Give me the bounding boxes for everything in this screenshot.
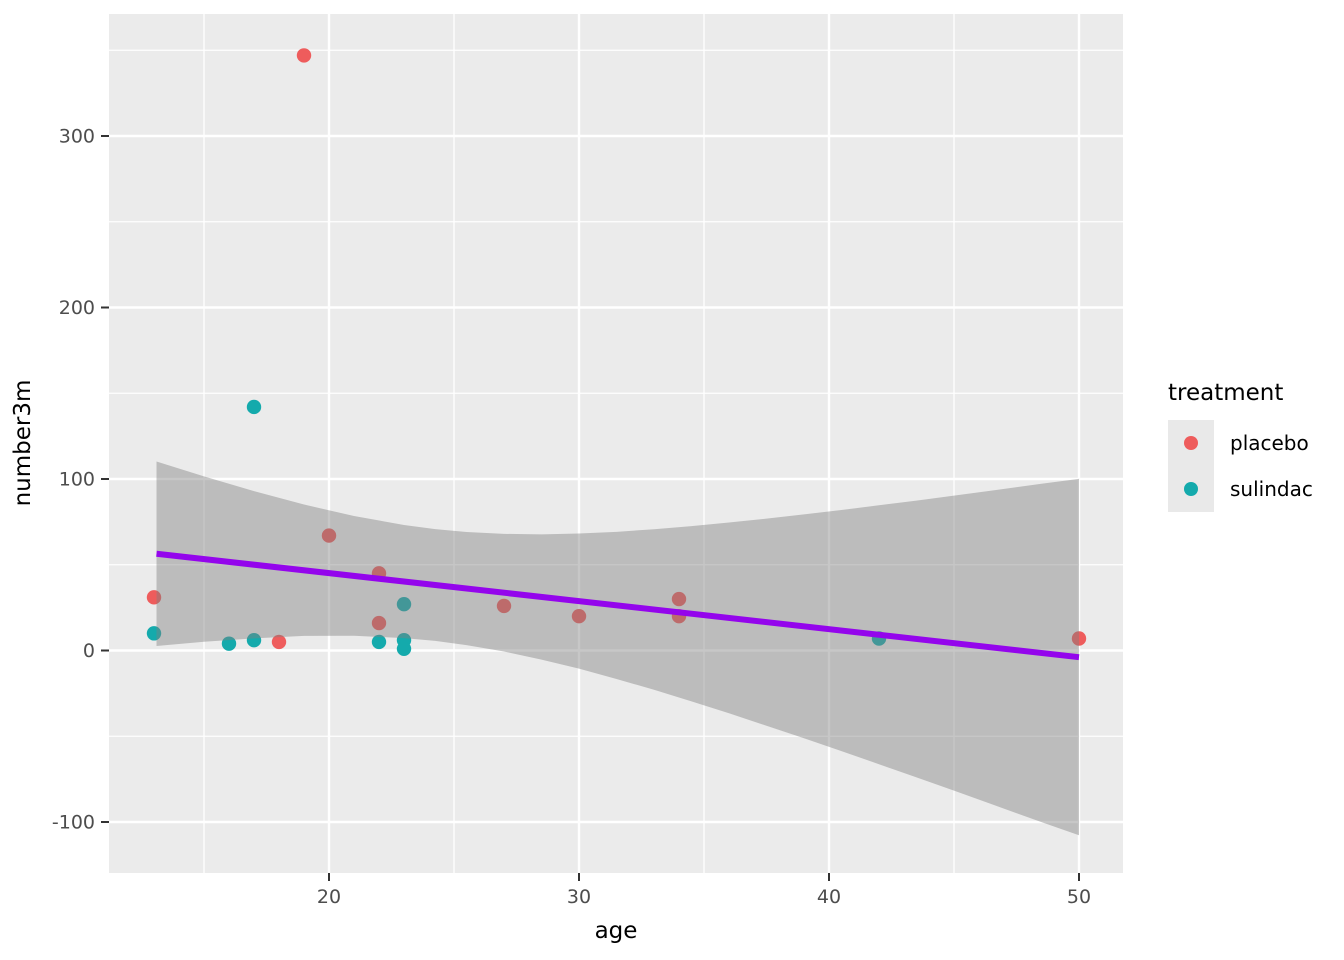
placebo-dot-icon [1184,436,1198,450]
legend-title: treatment [1168,380,1284,406]
data-point-placebo [571,609,587,624]
x-tick-label: 40 [817,886,841,908]
legend-key-box [1168,466,1214,512]
data-point-sulindac [371,634,387,650]
confidence-band [156,461,1079,836]
legend-label-sulindac: sulindac [1230,477,1313,501]
data-point-sulindac [396,641,412,656]
y-tick-label: 0 [83,640,95,662]
legend-label-placebo: placebo [1230,431,1309,455]
legend-keys: placebo sulindac [1168,420,1313,512]
x-tick-label: 20 [317,886,341,908]
data-point-placebo [371,615,387,631]
y-tick-label: -100 [52,812,95,834]
regression-line [156,550,1080,661]
x-tick-label: 50 [1067,886,1091,908]
data-point-placebo [146,590,162,605]
legend: treatment placebo sulindac [1168,381,1313,512]
x-axis-title: age [594,918,638,944]
x-tick-label: 30 [567,886,591,908]
data-point-placebo [321,528,337,543]
y-tick-label: 200 [59,297,95,319]
data-point-placebo [1071,631,1087,646]
data-point-sulindac [246,633,262,648]
y-tick-label: 300 [59,126,95,148]
data-point-sulindac [146,626,162,641]
data-point-sulindac [246,399,262,415]
data-point-placebo [271,634,287,650]
data-point-placebo [496,598,512,614]
y-axis-title: number3m [10,379,36,507]
data-point-placebo [671,591,687,607]
legend-item-placebo: placebo [1168,420,1313,466]
sulindac-dot-icon [1184,482,1198,496]
legend-key-box [1168,420,1214,466]
data-point-placebo [296,48,312,63]
legend-item-sulindac: sulindac [1168,466,1313,512]
y-tick-label: 100 [59,469,95,491]
data-point-sulindac [221,636,237,651]
data-point-sulindac [396,596,412,612]
